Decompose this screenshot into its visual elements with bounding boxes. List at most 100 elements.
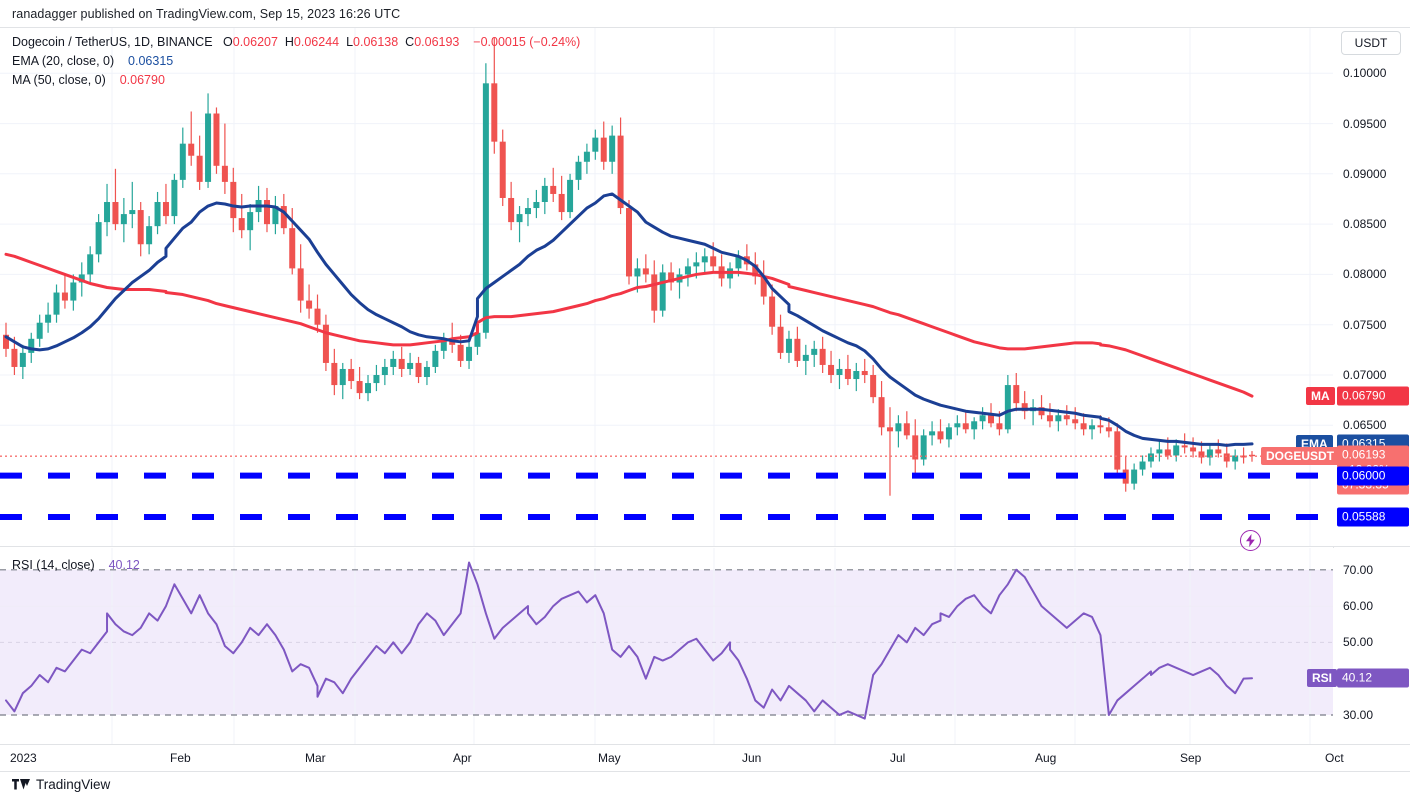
candle-body [533,202,540,209]
candle-body [752,264,759,277]
candle-body [929,431,936,436]
price-chart-canvas[interactable] [0,28,1333,546]
candle-body [524,208,531,215]
price-tick-label: 0.07000 [1343,368,1387,382]
candle-body [937,431,944,440]
price-tick-label: 0.08500 [1343,217,1387,232]
candle-body [474,332,481,347]
candle-body [1240,455,1247,458]
rsi-value-badge[interactable]: 40.12 [1337,668,1409,688]
candle-body [45,314,52,323]
legend-rsi-title: RSI (14, close) [12,558,95,572]
candle-body [213,113,220,166]
candle-body [735,256,742,269]
rsi-pane[interactable] [0,548,1333,744]
ma-chart-tag[interactable]: MA [1306,387,1335,406]
candle-body [205,113,212,182]
price-pane[interactable] [0,28,1333,546]
flash-icon[interactable] [1240,530,1261,551]
rsi-axis[interactable]: 70.00 60.00 50.00 30.00 40.12 [1333,548,1410,744]
last-price-chart-tag[interactable]: DOGEUSDT [1261,447,1340,466]
candle-body [575,161,582,180]
candle-body [651,274,658,311]
candle-body [1198,451,1205,458]
legend-ema-row[interactable]: EMA (20, close, 0) 0.06315 [12,54,173,68]
time-axis-label: Sep [1180,751,1202,765]
candle-body [415,362,422,378]
candle-body [440,340,447,351]
price-tick-label: 0.07500 [1343,317,1387,332]
candle-body [886,427,893,432]
candle-body [146,226,153,245]
candle-body [3,334,9,349]
price-tick-label: 0.09500 [1343,116,1387,131]
candle-body [1232,455,1239,462]
candle-body [1089,425,1096,430]
candle-body [19,352,26,367]
candle-body [87,254,94,275]
rsi-chart-tag[interactable]: RSI [1307,669,1338,688]
level-lower-badge[interactable]: 0.05588 [1337,507,1409,527]
candle-body [179,143,186,180]
legend-close: 0.06193 [414,35,460,49]
candle-body [61,292,68,301]
candle-body [398,358,405,369]
candle-body [314,308,321,325]
chart-top-border [0,27,1410,28]
candle-body [289,228,296,269]
candle-body [1131,469,1138,484]
candle-body [1013,385,1020,404]
candle-body [263,200,270,225]
candle-body [626,208,632,277]
legend-ema-value: 0.06315 [128,54,174,68]
time-axis-label: Feb [170,751,191,765]
candle-body [769,296,776,327]
legend-ma-row[interactable]: MA (50, close, 0) 0.06790 [12,73,165,87]
candle-body [642,268,649,275]
tradingview-logo-icon [12,779,30,790]
currency-unit-button[interactable]: USDT [1341,31,1401,55]
candle-body [188,143,195,156]
candle-body [129,210,136,215]
candle-body [870,375,877,398]
level-upper-badge[interactable]: 0.06000 [1337,466,1409,486]
legend-rsi-row[interactable]: RSI (14, close) 40.12 [12,558,140,572]
candle-body [1206,449,1213,458]
legend-ma-title: MA (50, close, 0) [12,73,106,87]
ma50-line [4,252,1254,398]
candle-body [230,181,237,219]
rsi-tick-label: 60.00 [1343,599,1374,614]
candle-body [390,358,397,367]
candle-body [78,274,85,283]
rsi-chart-canvas[interactable] [0,548,1333,744]
candle-body [171,179,178,217]
ma-price-badge[interactable]: 0.06790 [1337,386,1409,406]
legend-ema-title: EMA (20, close, 0) [12,54,115,68]
candle-body [1080,423,1087,430]
candle-body [996,423,1003,430]
candle-body [28,338,35,353]
legend-symbol-row[interactable]: Dogecoin / TetherUS, 1D, BINANCE O0.0620… [12,35,580,49]
time-axis-label: Jul [890,751,906,765]
candle-body [154,202,161,227]
candle-body [592,137,599,152]
time-axis[interactable]: 2023 Feb Mar Apr May Jun Jul Aug Sep Oct [0,744,1410,772]
candle-body [903,423,910,436]
candle-body [1055,415,1062,422]
candle-body [1114,431,1121,470]
candle-body [238,218,245,231]
candle-body [794,338,801,361]
candle-body [1072,419,1079,424]
candle-body [710,256,717,267]
tradingview-footer: TradingView [12,777,110,792]
price-tick-label: 0.09000 [1343,166,1387,181]
price-tick-label: 0.10000 [1343,66,1387,81]
candle-body [1249,454,1255,457]
attribution-text: ranadagger published on TradingView.com,… [12,7,401,21]
candle-body [1181,445,1188,448]
candle-body [508,197,515,223]
time-axis-label: May [598,751,621,765]
price-axis[interactable]: 0.10000 0.09500 0.09000 0.08500 0.08000 0.075… [1333,28,1410,546]
candle-body [306,300,313,309]
candle-body [853,370,860,380]
